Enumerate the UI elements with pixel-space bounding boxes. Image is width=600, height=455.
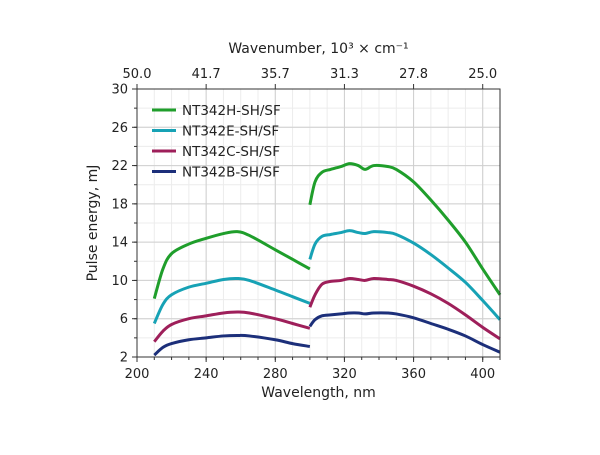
- y-tick-label: 14: [111, 236, 128, 251]
- series-lines: [152, 162, 502, 357]
- x-tick-label: 280: [263, 367, 288, 382]
- legend-label: NT342C-SH/SF: [182, 144, 280, 160]
- series-1: [152, 229, 502, 325]
- y-tick-label: 2: [120, 351, 128, 366]
- series-line: [153, 333, 311, 357]
- series-line: [308, 229, 502, 321]
- y-tick-label: 26: [111, 121, 128, 136]
- y-tick-label: 18: [111, 197, 128, 212]
- legend: NT342H-SH/SF NT342E-SH/SF NT342C-SH/SF NT34…: [152, 103, 281, 181]
- y-tick-label: 10: [111, 274, 128, 289]
- series-line: [153, 310, 311, 343]
- x-tick-label: 320: [332, 367, 357, 382]
- series-2: [153, 276, 501, 343]
- top-tick-label: 50.0: [123, 67, 152, 82]
- top-tick-label: 31.3: [330, 67, 359, 82]
- series-0: [152, 162, 502, 300]
- x-tick-label: 360: [401, 367, 426, 382]
- y-tick-label: 6: [120, 312, 128, 327]
- x-axis-title: Wavelength, nm: [261, 385, 375, 401]
- top-tick-label: 27.8: [399, 67, 428, 82]
- series-line: [152, 230, 311, 300]
- series-line: [308, 276, 501, 341]
- y-tick-label: 30: [111, 83, 128, 98]
- top-tick-label: 25.0: [468, 67, 497, 82]
- x-tick-label: 240: [194, 367, 219, 382]
- x-tick-label: 200: [125, 367, 150, 382]
- x-tick-label: 400: [470, 367, 495, 382]
- legend-label: NT342E-SH/SF: [182, 124, 279, 140]
- series-3: [153, 311, 501, 357]
- top-tick-label: 35.7: [261, 67, 290, 82]
- y-tick-label: 22: [111, 159, 128, 174]
- legend-label: NT342H-SH/SF: [182, 103, 281, 119]
- y-axis-title: Pulse energy, mJ: [85, 165, 101, 282]
- tick-marks: [132, 84, 501, 362]
- series-line: [308, 311, 501, 354]
- series-line: [152, 276, 311, 325]
- top-tick-label: 41.7: [192, 67, 221, 82]
- series-line: [308, 162, 502, 296]
- top-axis-title: Wavenumber, 10³ × cm⁻¹: [228, 41, 408, 57]
- legend-label: NT342B-SH/SF: [182, 165, 280, 181]
